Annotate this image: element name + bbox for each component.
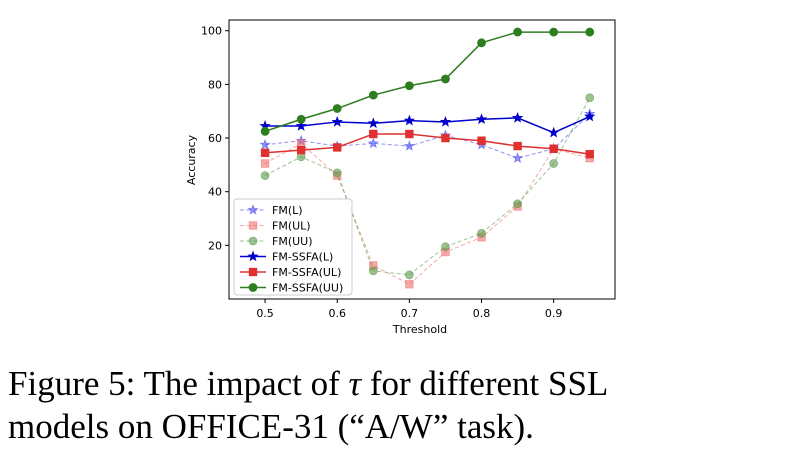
data-point — [295, 120, 307, 131]
data-point — [296, 114, 306, 124]
data-point — [513, 27, 522, 37]
series-line — [265, 115, 591, 134]
x-tick-label: 0.9 — [545, 307, 563, 320]
data-point — [548, 126, 560, 138]
data-point — [549, 159, 559, 168]
y-tick-label: 40 — [208, 186, 222, 199]
legend-box — [233, 198, 353, 296]
x-tick-label: 0.6 — [328, 307, 346, 320]
caption-line2: models on OFFICE-31 (“A/W” task). — [8, 407, 534, 446]
y-axis: 20 40 60 80 100 — [201, 25, 229, 252]
series-line — [264, 97, 591, 276]
y-tick-label: 60 — [208, 132, 222, 145]
data-point — [585, 93, 595, 103]
data-point — [475, 113, 488, 125]
data-point — [513, 141, 522, 151]
y-tick-label: 100 — [201, 25, 222, 38]
data-point — [332, 104, 342, 113]
legend-label: FM(L) — [272, 204, 303, 217]
chart: 20 40 60 80 100 0.5 0.6 0.7 0.8 0.9 Accuracy Thr… — [185, 19, 616, 336]
data-point — [477, 228, 486, 238]
data-point — [368, 90, 378, 100]
data-point — [404, 270, 414, 280]
series-layer — [259, 27, 596, 289]
series-fm-ssfa-ul- — [260, 129, 594, 159]
data-point — [404, 81, 414, 91]
data-point — [477, 38, 486, 48]
legend-label: FM(UU) — [272, 235, 313, 248]
series-line — [264, 142, 590, 285]
caption-tau-symbol: τ — [348, 364, 362, 403]
legend-label: FM(UL) — [272, 220, 311, 233]
data-point — [260, 148, 270, 157]
legend-label: FM-SSFA(L) — [272, 251, 333, 264]
legend-marker — [248, 267, 258, 277]
data-point — [333, 143, 342, 152]
series-line — [265, 113, 591, 159]
legend-label: FM-SSFA(UL) — [272, 266, 341, 279]
data-point — [367, 137, 379, 149]
data-point — [368, 266, 378, 276]
data-point — [403, 114, 416, 126]
y-tick-label: 80 — [208, 78, 222, 91]
series-line — [264, 31, 590, 133]
data-point — [549, 144, 558, 153]
series-line — [265, 133, 590, 155]
data-point — [260, 126, 270, 136]
data-point — [585, 149, 594, 159]
series-fm-uu- — [260, 93, 595, 280]
data-point — [439, 115, 452, 127]
data-point — [585, 27, 595, 37]
legend-marker — [247, 250, 259, 262]
data-point — [511, 152, 524, 163]
data-point — [403, 140, 416, 151]
data-point — [511, 111, 524, 123]
data-point — [405, 280, 414, 289]
x-axis-label: Threshold — [392, 323, 447, 336]
x-tick-label: 0.7 — [401, 307, 419, 320]
data-point — [441, 74, 450, 84]
series-fm-ssfa-l- — [259, 110, 596, 138]
caption-line1-prefix: Figure 5: The impact of — [8, 364, 349, 403]
data-point — [260, 171, 270, 180]
data-point — [441, 242, 450, 252]
caption-line1-suffix: for different SSL — [361, 364, 609, 403]
plot-frame — [228, 19, 616, 300]
x-axis: 0.5 0.6 0.7 0.8 0.9 — [256, 299, 562, 320]
data-point — [405, 129, 414, 139]
data-point — [584, 110, 596, 122]
x-tick-label: 0.8 — [473, 307, 491, 320]
data-point — [259, 138, 271, 150]
figure-caption: Figure 5: The impact of τ for different … — [8, 362, 798, 448]
data-point — [513, 199, 522, 209]
legend-label: FM-SSFA(UU) — [272, 282, 343, 295]
legend-marker — [248, 221, 258, 230]
legend: FM(L) FM(UL) FM(UU) FM-SSFA(L) FM-SSFA(UL) FM… — [233, 198, 353, 296]
data-point — [331, 115, 343, 127]
data-point — [296, 145, 306, 155]
y-tick-label: 20 — [208, 239, 222, 252]
data-point — [332, 168, 342, 178]
series-fm-ssfa-uu- — [260, 27, 595, 136]
legend-marker — [247, 204, 259, 215]
data-point — [260, 159, 270, 168]
data-point — [367, 117, 379, 129]
data-point — [549, 27, 559, 37]
data-point — [441, 133, 450, 143]
legend-marker — [248, 283, 258, 292]
legend-marker — [248, 236, 258, 246]
data-point — [477, 136, 486, 145]
y-axis-label: Accuracy — [185, 134, 198, 185]
x-tick-label: 0.5 — [256, 307, 274, 320]
data-point — [369, 129, 378, 139]
